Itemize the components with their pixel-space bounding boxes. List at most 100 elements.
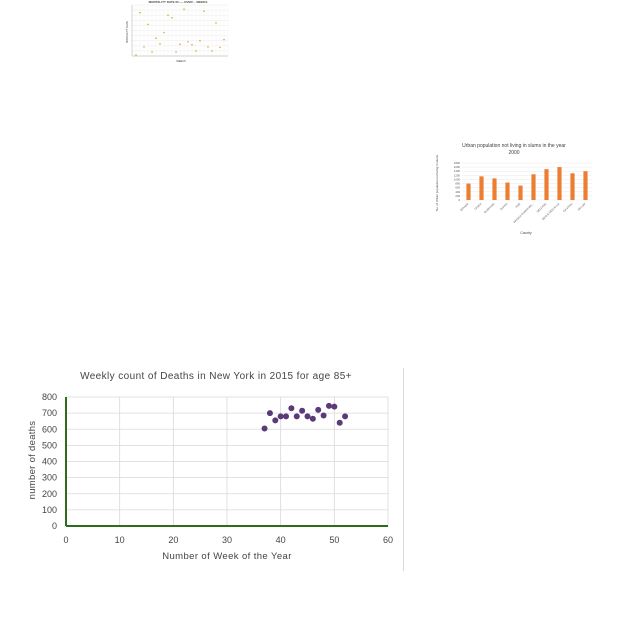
data-point (304, 413, 311, 420)
y-tick-label: 800 (455, 182, 460, 186)
x-tick-label: 40 (276, 535, 286, 545)
y-tick-label: 800 (42, 392, 57, 402)
y-tick-label: 1800 (454, 161, 461, 165)
data-point (167, 14, 169, 16)
data-point (283, 413, 290, 420)
y-axis-label: number of deaths (27, 421, 38, 500)
data-point (320, 412, 327, 419)
data-point (159, 43, 161, 45)
bar (557, 167, 562, 200)
y-tick-label: 200 (455, 194, 460, 198)
data-point (293, 413, 300, 420)
y-tick-label: 1600 (454, 165, 461, 169)
data-point (336, 419, 343, 426)
bar (505, 182, 510, 200)
x-tick-label: Haiti (514, 202, 521, 209)
bar (544, 169, 549, 200)
x-tick-label: Ghana (473, 202, 482, 211)
data-point (191, 44, 193, 46)
x-axis-label: Number of Week of the Year (162, 551, 292, 562)
plot-area: 0 100 200 300 400 500 600 700 800 0 10 20 30 40 50 60 (42, 392, 393, 545)
x-tick-label: Ethiopia (459, 202, 469, 212)
data-point (309, 415, 316, 422)
x-tick-label: Guinea (499, 202, 509, 212)
x-tick-label: DEG Kids (536, 201, 548, 213)
x-axis-label: Country (520, 231, 532, 235)
data-point (139, 11, 141, 14)
data-point (179, 43, 181, 46)
data-point (315, 406, 322, 413)
chart-title-line-1: Urban population not living in slums in … (462, 143, 566, 149)
y-tick-label: 1200 (454, 173, 461, 177)
y-tick-label: 400 (42, 457, 57, 467)
y-axis-label: MORTALITY RATE (125, 21, 129, 43)
data-point (219, 46, 221, 49)
data-point (195, 50, 197, 52)
y-tick-label: 500 (42, 440, 57, 450)
x-tick-label: 50 (329, 535, 339, 545)
data-point (183, 8, 185, 10)
x-tick-label: Guatemala (483, 202, 496, 215)
chart-title: Weekly count of Deaths in New York in 20… (80, 371, 352, 382)
x-tick-label: Gil shoes (562, 201, 573, 212)
ny-deaths-chart: Weekly count of Deaths in New York in 20… (27, 371, 393, 562)
data-point (223, 38, 225, 41)
y-tick-label: 1000 (454, 177, 461, 181)
y-tick-label: 0 (458, 198, 460, 202)
bar (583, 171, 588, 200)
data-point (171, 17, 173, 19)
mortality-chart: MORTALITY RATE IN ---- OVER -- WEEKS MOR… (125, 0, 229, 63)
data-point (331, 403, 338, 410)
data-point (155, 37, 157, 39)
x-tick-label: 30 (222, 535, 232, 545)
y-tick-label: 600 (42, 424, 57, 434)
bar (466, 183, 471, 200)
bar (492, 178, 497, 200)
data-point (277, 413, 284, 420)
data-point (215, 22, 217, 24)
data-point (147, 23, 149, 26)
data-point (151, 51, 153, 53)
x-tick-label: Gil Laid (577, 202, 587, 212)
data-point (143, 46, 145, 48)
plot-area (131, 4, 229, 57)
bar (531, 174, 536, 200)
plot-area: 180016001400120010008006004002000Ethiopi… (454, 161, 592, 224)
y-tick-label: 0 (52, 521, 57, 531)
x-axis-label: WEEKS (176, 59, 186, 63)
chart-title: MORTALITY RATE IN ---- OVER -- WEEKS (149, 0, 208, 4)
urban-population-chart: Urban population not living in slums in … (435, 143, 592, 235)
vertical-divider (403, 368, 404, 571)
data-point (211, 50, 213, 52)
data-point (266, 410, 273, 417)
data-point (207, 46, 209, 48)
x-tick-label: 20 (168, 535, 178, 545)
mortality-chart-panel: MORTALITY RATE IN ---- OVER -- WEEKS MOR… (124, 0, 232, 64)
data-point (272, 417, 279, 424)
y-axis-label: No. of Urban population not living in sl… (435, 154, 439, 211)
data-point (175, 51, 177, 53)
y-tick-label: 700 (42, 408, 57, 418)
x-tick-label: 0 (63, 535, 68, 545)
data-point (342, 413, 349, 420)
data-point (299, 407, 306, 414)
y-tick-label: 300 (42, 473, 57, 483)
y-tick-label: 1400 (454, 169, 461, 173)
ny-deaths-chart-panel: Weekly count of Deaths in New York in 20… (20, 360, 403, 572)
bar (479, 176, 484, 200)
bar (570, 173, 575, 200)
x-tick-label: 60 (383, 535, 393, 545)
bar (518, 185, 523, 200)
data-point (135, 54, 137, 56)
data-point (261, 425, 268, 432)
x-tick-label: 10 (115, 535, 125, 545)
chart-title-line-2: 2000 (508, 150, 519, 156)
y-tick-label: 100 (42, 505, 57, 515)
urban-population-chart-panel: Urban population not living in slums in … (432, 138, 600, 240)
data-point (203, 10, 205, 12)
y-tick-label: 200 (42, 489, 57, 499)
data-point (199, 39, 201, 42)
data-point (187, 40, 189, 43)
y-tick-label: 400 (455, 190, 460, 194)
data-point (288, 405, 295, 412)
